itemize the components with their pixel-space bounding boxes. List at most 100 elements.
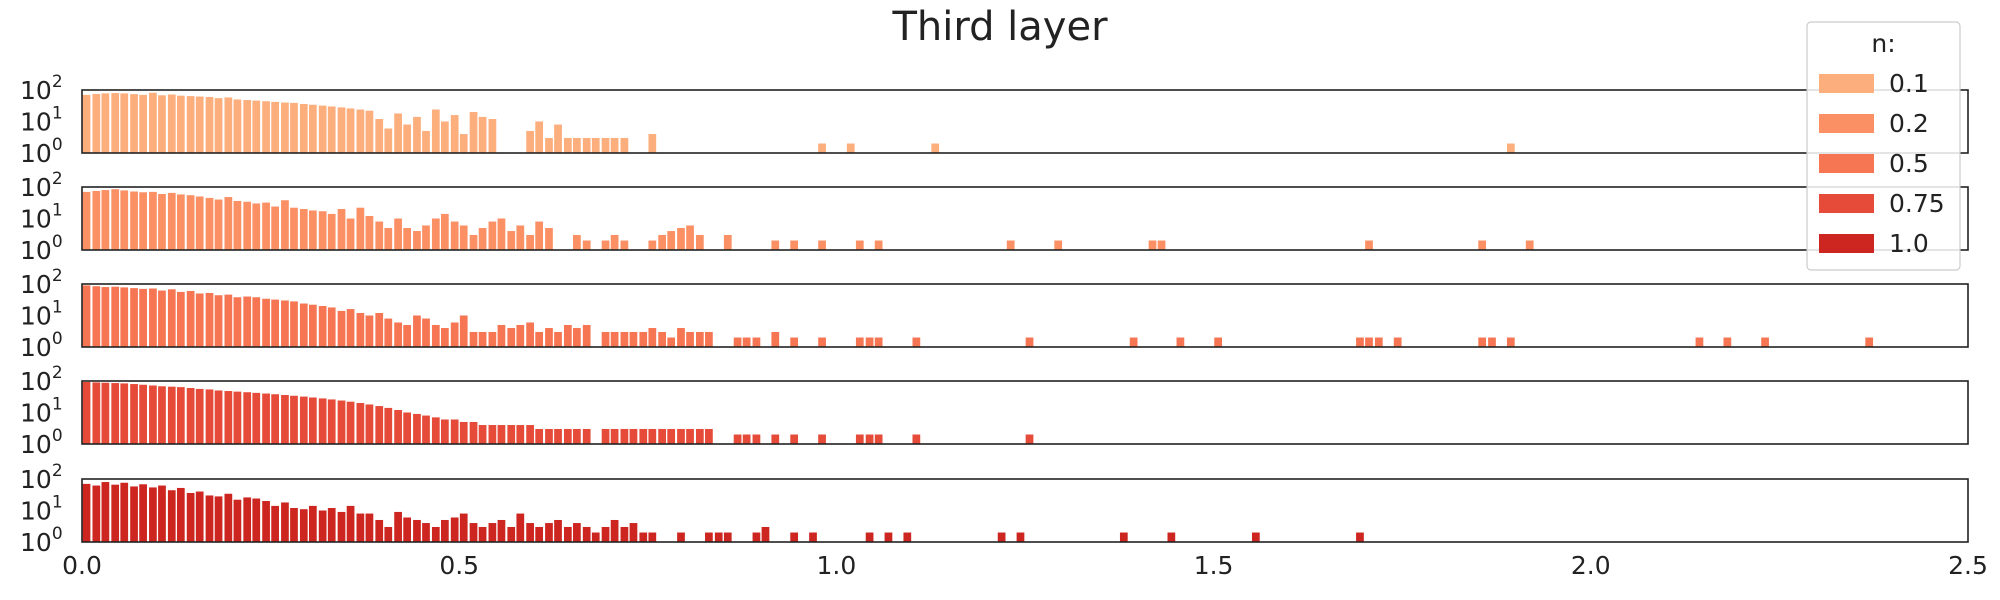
bar (403, 412, 412, 444)
y-tick-label: 101 (20, 395, 63, 428)
bar (601, 526, 610, 542)
bar (761, 526, 770, 542)
bar (139, 192, 147, 250)
y-tick-label: 101 (20, 298, 63, 331)
bar (563, 324, 572, 347)
bar (742, 337, 751, 347)
legend-title: n: (1871, 29, 1895, 58)
bar (563, 137, 572, 153)
bar (1157, 240, 1166, 250)
bar (855, 434, 864, 444)
bar (299, 396, 308, 444)
bar (186, 492, 195, 542)
bar (271, 505, 279, 542)
bar (441, 419, 449, 444)
bar (610, 234, 619, 250)
bar (158, 485, 166, 542)
bar (648, 532, 657, 542)
bar (931, 143, 940, 153)
bar (365, 216, 374, 250)
bar (318, 211, 327, 250)
bar (582, 240, 591, 250)
bar (695, 234, 704, 250)
bar (507, 231, 516, 250)
bar (346, 401, 355, 444)
bar (1054, 240, 1063, 250)
bar (111, 286, 120, 347)
bar (318, 105, 327, 153)
bar (262, 202, 270, 250)
bar (139, 384, 147, 444)
bar (771, 331, 780, 347)
bar (1148, 240, 1157, 250)
bar (149, 191, 157, 250)
bar (705, 428, 713, 444)
bar (1025, 434, 1034, 444)
bar (186, 195, 195, 250)
bar (705, 331, 713, 347)
bar (92, 485, 101, 542)
bar (874, 240, 883, 250)
bar (308, 304, 317, 347)
bar (1129, 337, 1138, 347)
bar (281, 300, 289, 347)
y-tick-label: 100 (20, 135, 63, 168)
bar (620, 137, 629, 153)
bar (573, 428, 581, 444)
bar (327, 399, 336, 444)
bar (667, 231, 676, 250)
bar (224, 493, 233, 542)
bar (582, 324, 591, 347)
bar (526, 425, 534, 444)
y-tick-label: 102 (20, 363, 63, 396)
bar (262, 101, 270, 153)
bar (139, 94, 147, 153)
bar (111, 383, 120, 444)
bar (677, 328, 685, 347)
bar (262, 501, 270, 542)
panel-frame (81, 380, 1969, 445)
bar (375, 313, 384, 347)
bar (214, 98, 223, 153)
bar (526, 322, 534, 347)
bar (365, 110, 374, 153)
bar (752, 337, 761, 347)
bar (290, 207, 298, 250)
bar (554, 331, 562, 347)
bar (752, 434, 761, 444)
bar (1365, 240, 1373, 250)
bar (120, 93, 129, 153)
bar (714, 532, 723, 542)
bar (139, 288, 147, 347)
bar (167, 94, 176, 153)
bar (92, 286, 101, 347)
bar (318, 398, 327, 444)
bar (686, 225, 694, 250)
bar (610, 331, 619, 347)
bar (186, 290, 195, 347)
bar (346, 218, 355, 250)
bar (620, 331, 629, 347)
bar (554, 519, 562, 542)
bar (629, 428, 638, 444)
bar (620, 240, 629, 250)
bar (855, 240, 864, 250)
bar (337, 107, 346, 153)
bar (441, 328, 449, 347)
bar (705, 532, 713, 542)
bar (469, 331, 478, 347)
bar (601, 428, 610, 444)
bar (384, 227, 393, 250)
bar (450, 115, 459, 153)
bar (186, 96, 195, 153)
bar (243, 201, 252, 250)
bar (337, 209, 346, 250)
bar (167, 192, 176, 250)
bar (582, 428, 591, 444)
bar (667, 337, 676, 347)
bar (299, 509, 308, 542)
bar (677, 532, 685, 542)
bar (790, 240, 799, 250)
bar (365, 315, 374, 347)
